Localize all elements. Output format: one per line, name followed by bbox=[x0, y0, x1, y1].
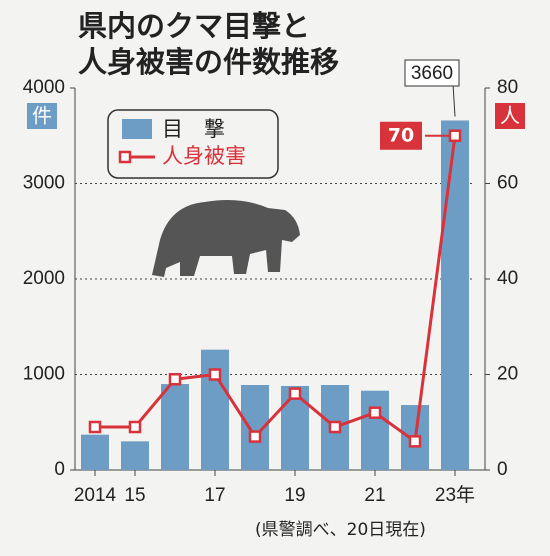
bar bbox=[121, 441, 149, 470]
y-unit: 件 bbox=[32, 104, 52, 128]
y-tick-label: 0 bbox=[54, 459, 65, 480]
line-marker bbox=[88, 420, 102, 434]
y2-unit-box bbox=[495, 103, 525, 129]
bar-value-label: 3660 bbox=[411, 63, 453, 84]
legend-label: 目 撃 bbox=[162, 117, 225, 141]
legend-swatch bbox=[122, 119, 152, 139]
line-marker bbox=[368, 406, 382, 419]
x-tick-label: 15 bbox=[124, 485, 145, 506]
x-tick-label: 2014 bbox=[74, 485, 117, 506]
bar bbox=[81, 434, 109, 470]
line-marker bbox=[128, 420, 142, 434]
line-marker bbox=[248, 430, 262, 443]
y2-tick-label: 40 bbox=[497, 268, 518, 289]
line-marker bbox=[448, 129, 462, 142]
y-tick-label: 3000 bbox=[23, 173, 65, 194]
bar bbox=[361, 390, 389, 470]
callout-box bbox=[404, 59, 460, 87]
line-value-label: 70 bbox=[388, 124, 414, 146]
bear-icon bbox=[152, 200, 300, 277]
bar bbox=[161, 384, 189, 470]
legend-label: 人身被害 bbox=[162, 144, 246, 168]
y-tick-label: 2000 bbox=[23, 268, 65, 289]
x-tick-label: 21 bbox=[364, 485, 385, 506]
line-marker bbox=[168, 373, 182, 386]
line bbox=[95, 135, 457, 445]
callout-pointer bbox=[447, 83, 456, 117]
line-marker bbox=[408, 435, 422, 448]
y2-tick-label: 20 bbox=[497, 364, 518, 385]
line-marker bbox=[328, 420, 342, 434]
bar bbox=[201, 349, 229, 470]
line-marker bbox=[208, 368, 222, 381]
bar bbox=[441, 120, 469, 470]
y-unit-box bbox=[27, 103, 57, 129]
callout-box bbox=[380, 121, 422, 150]
line-marker bbox=[288, 387, 302, 400]
y2-tick-label: 60 bbox=[497, 173, 518, 194]
y2-tick-label: 80 bbox=[497, 77, 518, 98]
y-tick-label: 4000 bbox=[23, 77, 65, 98]
y2-unit: 人 bbox=[500, 104, 520, 128]
x-tick-label: 17 bbox=[204, 485, 225, 506]
x-tick-label: 19 bbox=[284, 485, 305, 506]
x-tick-label: 23年 bbox=[435, 484, 475, 506]
chart-title-line: 県内のクマ目撃と bbox=[78, 9, 310, 43]
source-note: (県警調べ、20日現在) bbox=[255, 520, 426, 540]
y2-tick-label: 0 bbox=[497, 459, 508, 480]
chart-title-line: 人身被害の件数推移 bbox=[78, 45, 339, 79]
y-tick-label: 1000 bbox=[23, 364, 65, 385]
legend-swatch bbox=[118, 150, 132, 164]
